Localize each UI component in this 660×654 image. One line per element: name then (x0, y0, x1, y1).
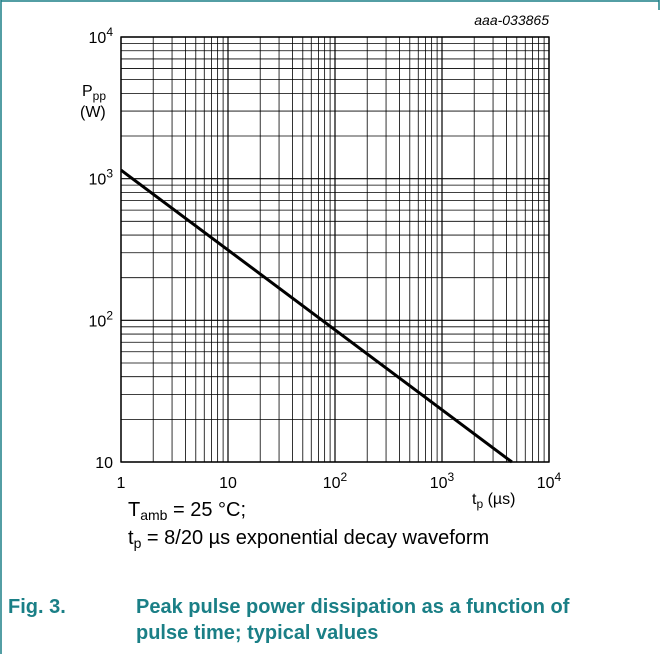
y-tick-label: 10 (95, 455, 113, 472)
y-axis-unit: (W) (80, 104, 106, 121)
x-tick-label: 104 (537, 470, 562, 492)
y-axis-label: Ppp (82, 83, 106, 103)
x-tick-label: 102 (323, 470, 348, 492)
figure-id-label: aaa-033865 (474, 12, 549, 28)
figure-number: Fig. 3. (8, 596, 66, 618)
x-tick-label: 1 (117, 475, 126, 492)
x-tick-label: 103 (430, 470, 455, 492)
figure-caption-text: Peak pulse power dissipation as a functi… (136, 596, 570, 644)
power-curve-line (120, 168, 513, 464)
waveform-note: tp = 8/20 µs exponential decay waveform (128, 527, 490, 551)
x-axis-label: tp (µs) (472, 491, 515, 511)
plot-area-border (120, 36, 550, 463)
y-tick-label: 103 (89, 167, 114, 189)
y-tick-label: 102 (89, 308, 114, 330)
temperature-note: Tamb = 25 °C; (128, 499, 247, 523)
y-tick-label: 104 (89, 25, 114, 47)
x-tick-label: 10 (219, 475, 237, 492)
